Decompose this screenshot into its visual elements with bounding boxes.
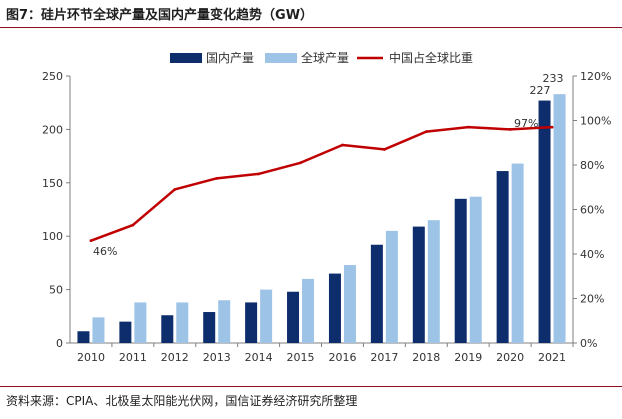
bar-domestic-2013 xyxy=(203,312,216,343)
annotation-2021-domestic: 227 xyxy=(530,84,551,97)
bar-global-2018 xyxy=(427,220,440,343)
source-note: 资料来源：CPIA、北极星太阳能光伏网，国信证券经济研究所整理 xyxy=(6,394,358,408)
bar-global-2012 xyxy=(176,302,189,343)
bar-global-2013 xyxy=(218,300,231,343)
x-axis-tick-label: 2021 xyxy=(538,351,566,364)
legend-label-share: 中国占全球比重 xyxy=(389,50,473,65)
figure-title: 图7：硅片环节全球产量及国内产量变化趋势（GW） xyxy=(6,8,314,23)
left-axis-tick-label: 0 xyxy=(56,337,63,350)
bar-global-2021 xyxy=(553,94,566,343)
share-point-2012 xyxy=(173,188,177,191)
share-point-2015 xyxy=(299,161,302,165)
legend-label-global: 全球产量 xyxy=(301,50,349,65)
x-axis-tick-label: 2017 xyxy=(370,351,398,364)
bar-global-2010 xyxy=(92,317,105,343)
x-axis-tick-label: 2014 xyxy=(245,351,273,364)
bar-global-2011 xyxy=(134,302,147,343)
x-axis-tick-label: 2016 xyxy=(328,351,356,364)
x-axis-tick-label: 2020 xyxy=(496,351,524,364)
bar-domestic-2015 xyxy=(287,291,300,343)
bar-domestic-2014 xyxy=(245,302,258,343)
bar-domestic-2021 xyxy=(538,100,551,344)
legend-swatch-global xyxy=(265,53,297,63)
x-axis-tick-label: 2011 xyxy=(119,351,147,364)
chart: 国内产量 全球产量 中国占全球比重 0 50 100 150 200 250 0% 20% 40… xyxy=(42,50,611,364)
source-rule xyxy=(0,386,622,387)
legend-label-domestic: 国内产量 xyxy=(206,51,254,65)
bar-global-2019 xyxy=(469,196,482,343)
right-axis-tick-label: 100% xyxy=(580,115,611,128)
share-point-2019 xyxy=(466,125,470,129)
right-axis-tick-label: 80% xyxy=(580,159,604,172)
share-point-2011 xyxy=(131,223,135,227)
share-point-2014 xyxy=(257,172,261,176)
bar-global-2017 xyxy=(385,230,398,343)
bar-domestic-2019 xyxy=(454,198,467,343)
left-axis-tick-label: 50 xyxy=(49,284,63,297)
bar-domestic-2018 xyxy=(412,226,425,343)
right-axis-tick-label: 60% xyxy=(580,204,604,217)
legend: 国内产量 全球产量 中国占全球比重 xyxy=(170,50,473,65)
bar-domestic-2016 xyxy=(328,273,341,343)
bar-domestic-2011 xyxy=(119,321,132,343)
bar-domestic-2020 xyxy=(496,171,509,343)
bar-domestic-2012 xyxy=(161,315,174,343)
right-axis-tick-label: 0% xyxy=(580,337,597,350)
right-axis-tick-label: 20% xyxy=(580,293,604,306)
title-rule xyxy=(0,27,622,28)
bar-global-2014 xyxy=(260,289,273,343)
left-axis-tick-label: 250 xyxy=(42,70,63,83)
annotation-2021-global: 233 xyxy=(543,72,564,85)
x-axis-tick-label: 2018 xyxy=(412,351,440,364)
bar-domestic-2017 xyxy=(370,244,383,343)
x-axis-tick-label: 2019 xyxy=(454,351,482,364)
x-axis-tick-label: 2012 xyxy=(161,351,189,364)
left-axis-tick-label: 150 xyxy=(42,177,63,190)
share-point-2013 xyxy=(215,176,219,180)
left-axis-tick-label: 100 xyxy=(42,230,63,243)
annotation-2010-share: 46% xyxy=(93,245,117,258)
bar-global-2015 xyxy=(302,278,315,343)
bar-global-2020 xyxy=(511,163,524,343)
right-axis-tick-label: 40% xyxy=(580,248,604,261)
share-point-2017 xyxy=(382,148,386,151)
share-point-2016 xyxy=(341,143,344,147)
x-axis-tick-label: 2015 xyxy=(287,351,315,364)
legend-swatch-domestic xyxy=(170,53,202,63)
share-point-2021 xyxy=(550,125,554,129)
share-point-2018 xyxy=(424,130,428,134)
x-axis-tick-label: 2010 xyxy=(77,351,105,364)
annotation-2021-share: 97% xyxy=(514,117,538,130)
annotations: 46% 97% 227 233 xyxy=(93,72,564,258)
left-axis-tick-label: 200 xyxy=(42,123,63,136)
share-point-2010 xyxy=(89,239,93,243)
bar-domestic-2010 xyxy=(77,331,90,343)
right-axis-tick-label: 120% xyxy=(580,70,611,83)
x-axis-tick-label: 2013 xyxy=(203,351,231,364)
share-point-2020 xyxy=(508,128,512,131)
bar-global-2016 xyxy=(343,265,356,343)
share-line xyxy=(90,125,553,242)
